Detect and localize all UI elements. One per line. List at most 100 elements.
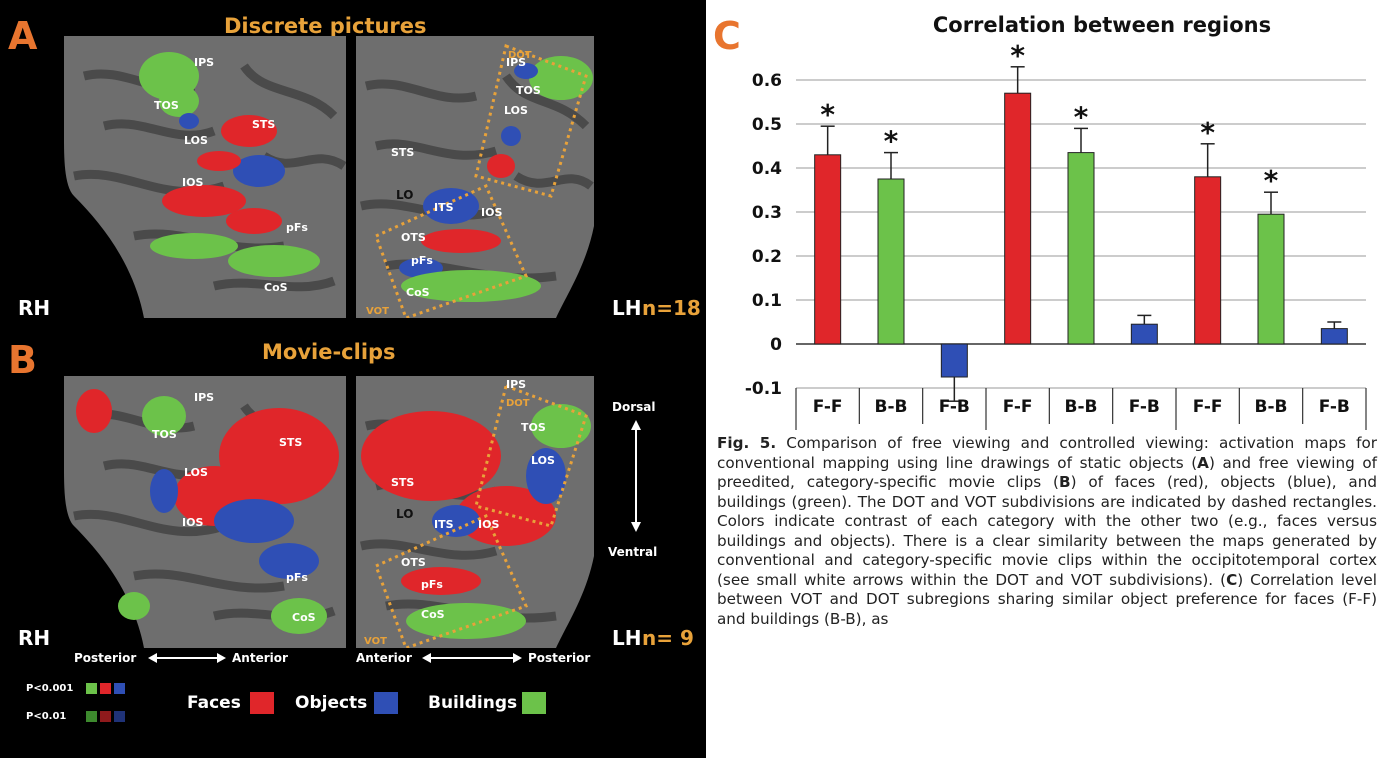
label-pfs-lh-b: pFs bbox=[421, 578, 443, 591]
caption-segment: C bbox=[1226, 570, 1238, 589]
label-sts-b: STS bbox=[279, 436, 302, 449]
ventral-label: Ventral bbox=[608, 545, 658, 559]
brain-maps-panel: A Discrete pictures IPS TOS LOS STS IOS … bbox=[0, 0, 706, 758]
legend-faces: Faces bbox=[187, 693, 241, 713]
rh-axis-arrow bbox=[148, 653, 226, 663]
lh-label-a: LH bbox=[612, 296, 642, 320]
label-vot: VOT bbox=[366, 306, 389, 317]
bar bbox=[1194, 176, 1222, 345]
label-pfs-b: pFs bbox=[286, 571, 308, 584]
lh-brain-map-a: IPS DOT TOS LOS STS LO ITS IOS OTS pFs C… bbox=[356, 36, 594, 318]
panel-b-letter: B bbox=[8, 338, 37, 382]
label-ios-b: IOS bbox=[182, 516, 203, 529]
p2-green-swatch bbox=[86, 711, 97, 722]
x-tick-label: F-F bbox=[1003, 397, 1033, 417]
bar bbox=[814, 154, 842, 345]
anterior-label-lh: Anterior bbox=[356, 651, 412, 665]
x-tick-label: B-B bbox=[875, 397, 908, 417]
group-label: Line-drawings bbox=[827, 429, 954, 430]
label-sts-lh: STS bbox=[391, 146, 414, 159]
significance-star: * bbox=[1074, 100, 1089, 133]
label-tos-b: TOS bbox=[152, 428, 177, 441]
caption-segment: B bbox=[1058, 473, 1071, 491]
significance-star: * bbox=[820, 98, 835, 131]
x-tick-label: F-B bbox=[939, 397, 970, 417]
label-its-b: ITS bbox=[434, 518, 454, 531]
p2-red-swatch bbox=[100, 711, 111, 722]
bar bbox=[940, 343, 968, 378]
p1-blue-swatch bbox=[114, 683, 125, 694]
figure-caption: Fig. 5. Comparison of free viewing and c… bbox=[717, 434, 1377, 629]
label-ots-b: OTS bbox=[401, 556, 426, 569]
panel-b-title: Movie-clips bbox=[262, 340, 396, 364]
y-tick-label: 0.5 bbox=[752, 115, 782, 135]
y-tick-label: 0 bbox=[770, 335, 782, 355]
bar bbox=[1320, 328, 1348, 345]
significance-star: * bbox=[884, 125, 899, 158]
legend-objects: Objects bbox=[295, 693, 368, 713]
x-tick-label: B-B bbox=[1255, 397, 1288, 417]
caption-segment: ) and free viewing of preedited, categor… bbox=[717, 453, 1377, 492]
buildings-swatch bbox=[522, 692, 546, 714]
caption-segment: A bbox=[1197, 453, 1209, 472]
label-pfs: pFs bbox=[286, 221, 308, 234]
y-tick-label: 0.4 bbox=[752, 159, 782, 179]
label-cos-lh-b: CoS bbox=[421, 608, 445, 621]
significance-star: * bbox=[1264, 164, 1279, 197]
label-ips-lh: IPS bbox=[506, 56, 526, 69]
y-tick-label: 0.1 bbox=[752, 291, 782, 311]
rh-label-a: RH bbox=[18, 296, 51, 320]
bar bbox=[1067, 152, 1095, 345]
caption-segment: Comparison of free viewing and controlle… bbox=[717, 434, 1377, 472]
caption-fig-label: Fig. 5. bbox=[717, 434, 777, 452]
label-cos-b: CoS bbox=[292, 611, 316, 624]
objects-swatch bbox=[374, 692, 398, 714]
label-los-lh: LOS bbox=[504, 104, 528, 117]
p1-red-swatch bbox=[100, 683, 111, 694]
panel-a-letter: A bbox=[8, 14, 38, 58]
dorsal-label: Dorsal bbox=[612, 400, 656, 414]
label-vot-b: VOT bbox=[364, 636, 387, 647]
label-tos: TOS bbox=[154, 99, 179, 112]
label-dot: DOT bbox=[508, 50, 532, 61]
label-los-lh-b: LOS bbox=[531, 454, 555, 467]
rh-brain-map-a: IPS TOS LOS STS IOS pFs CoS bbox=[64, 36, 346, 318]
lh-brain-map-b: IPS DOT TOS LOS STS LO ITS IOS OTS pFs C… bbox=[356, 376, 594, 648]
label-ips-b: IPS bbox=[194, 391, 214, 404]
x-tick-label: F-B bbox=[1319, 397, 1350, 417]
lh-axis-arrow bbox=[422, 653, 522, 663]
caption-segment: ) Correlation level between VOT and DOT … bbox=[717, 570, 1377, 628]
label-los: LOS bbox=[184, 134, 208, 147]
n-label-a: n=18 bbox=[642, 296, 701, 320]
group-label: Category specific bbox=[1003, 429, 1159, 430]
bar bbox=[1257, 213, 1285, 345]
label-ios: IOS bbox=[182, 176, 203, 189]
label-lo-b: LO bbox=[396, 507, 413, 521]
significance-star: * bbox=[1200, 116, 1215, 149]
y-tick-label: 0.2 bbox=[752, 247, 782, 267]
p-legend-1: P<0.001 bbox=[26, 683, 74, 694]
n-label-b: n= 9 bbox=[642, 626, 694, 650]
label-pfs-lh: pFs bbox=[411, 254, 433, 267]
p-legend-2: P<0.01 bbox=[26, 711, 67, 722]
chart-title: Correlation between regions bbox=[933, 13, 1271, 37]
x-tick-label: F-B bbox=[1129, 397, 1160, 417]
label-ips-lh-b: IPS bbox=[506, 378, 526, 391]
caption-segment: ) of faces (red), objects (blue), and bu… bbox=[717, 473, 1377, 589]
posterior-label-rh: Posterior bbox=[74, 651, 137, 665]
label-lo: LO bbox=[396, 188, 413, 202]
bar bbox=[1004, 92, 1032, 345]
group-label: Uninterrupted bbox=[1207, 429, 1335, 430]
label-sts-lh-b: STS bbox=[391, 476, 414, 489]
y-tick-label: -0.1 bbox=[745, 379, 782, 399]
rh-brain-map-b: IPS TOS STS LOS IOS pFs CoS bbox=[64, 376, 346, 648]
x-tick-label: F-F bbox=[1193, 397, 1223, 417]
bar bbox=[1130, 323, 1158, 345]
label-its: ITS bbox=[434, 201, 454, 214]
significance-star: * bbox=[1010, 39, 1025, 72]
anterior-label-rh: Anterior bbox=[232, 651, 288, 665]
rh-label-b: RH bbox=[18, 626, 51, 650]
label-tos-lh-b: TOS bbox=[521, 421, 546, 434]
p2-blue-swatch bbox=[114, 711, 125, 722]
panel-a-title: Discrete pictures bbox=[224, 14, 427, 38]
